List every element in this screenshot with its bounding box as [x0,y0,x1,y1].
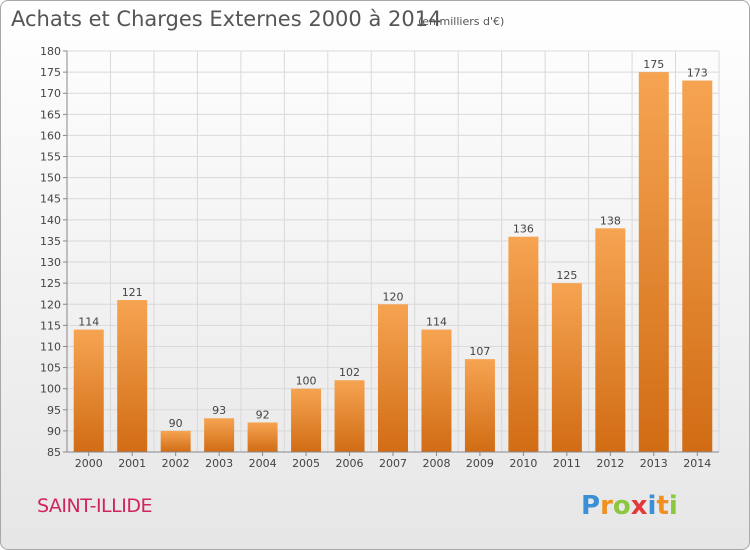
bar [378,304,408,452]
bar [291,388,322,452]
town-name: SAINT-ILLIDE [37,495,152,517]
x-tick-label: 2004 [249,457,277,470]
y-tick-label: 90 [47,425,61,438]
bar [421,329,452,452]
bar-value-label: 92 [256,408,270,421]
bar-value-label: 173 [687,67,708,80]
x-tick-label: 2002 [162,457,190,470]
x-tick-label: 2014 [683,457,711,470]
x-tick-label: 2013 [640,457,668,470]
bar-value-label: 90 [169,417,183,430]
logo-letter: r [600,491,613,521]
x-tick-label: 2006 [336,457,364,470]
bar [551,283,582,452]
y-tick-label: 125 [40,277,61,290]
y-tick-label: 100 [40,383,61,396]
y-tick-label: 120 [40,298,61,311]
y-tick-label: 105 [40,362,61,375]
chart-title: Achats et Charges Externes 2000 à 2014 [11,7,442,31]
bar [595,228,626,452]
y-tick-label: 145 [40,193,61,206]
bars: 114 121 90 93 92 100 102 120 114 107 136 125 138 175 1… [73,58,713,453]
x-tick-label: 2008 [422,457,450,470]
chart-subtitle: (en milliers d'€) [418,15,505,28]
logo-letter: t [656,491,669,521]
y-tick-label: 135 [40,235,61,248]
logo-letter: i [668,491,678,521]
x-tick-label: 2005 [292,457,320,470]
bar-value-label: 107 [469,345,490,358]
x-tick-label: 2011 [553,457,581,470]
x-tick-label: 2012 [596,457,624,470]
bar-value-label: 175 [643,58,664,71]
bar [682,80,713,453]
x-tick-label: 2003 [205,457,233,470]
logo-letter: P [581,491,601,521]
x-tick-label: 2010 [509,457,537,470]
proxiti-logo: Proxiti [581,491,678,521]
logo-letter: i [647,491,657,521]
bar [204,418,235,452]
bar [73,329,104,452]
y-tick-label: 130 [40,256,61,269]
x-tick-label: 2000 [75,457,103,470]
bar-value-label: 136 [513,223,534,236]
bar [117,300,148,452]
bar [464,359,495,452]
y-tick-label: 95 [47,404,61,417]
bar-value-label: 114 [426,316,447,329]
x-tick-label: 2009 [466,457,494,470]
axes: 85 90 95 100 105 110 115 120 125 130 135 140 145 150 1… [40,45,719,470]
y-tick-label: 85 [47,446,61,459]
x-tick-label: 2001 [118,457,146,470]
bar-value-label: 102 [339,366,360,379]
bar [160,430,191,452]
logo-letter: o [612,491,631,521]
y-tick-label: 175 [40,66,61,79]
bar-value-label: 93 [212,404,226,417]
bar-value-label: 121 [122,286,143,299]
y-tick-label: 110 [40,340,61,353]
y-tick-label: 115 [40,319,61,332]
y-tick-label: 160 [40,129,61,142]
y-tick-label: 180 [40,45,61,58]
bar [638,72,669,453]
y-tick-label: 150 [40,172,61,185]
bar-value-label: 138 [600,214,621,227]
y-tick-label: 165 [40,108,61,121]
bar-value-label: 100 [296,375,317,388]
x-tick-label: 2007 [379,457,407,470]
y-tick-label: 170 [40,87,61,100]
bar [508,236,539,452]
y-tick-label: 140 [40,214,61,227]
bar-value-label: 125 [556,269,577,282]
y-tick-label: 155 [40,151,61,164]
logo-letter: x [630,491,648,521]
bar [334,380,365,452]
bar-value-label: 120 [383,290,404,303]
bar [247,422,278,452]
bar-value-label: 114 [78,316,99,329]
